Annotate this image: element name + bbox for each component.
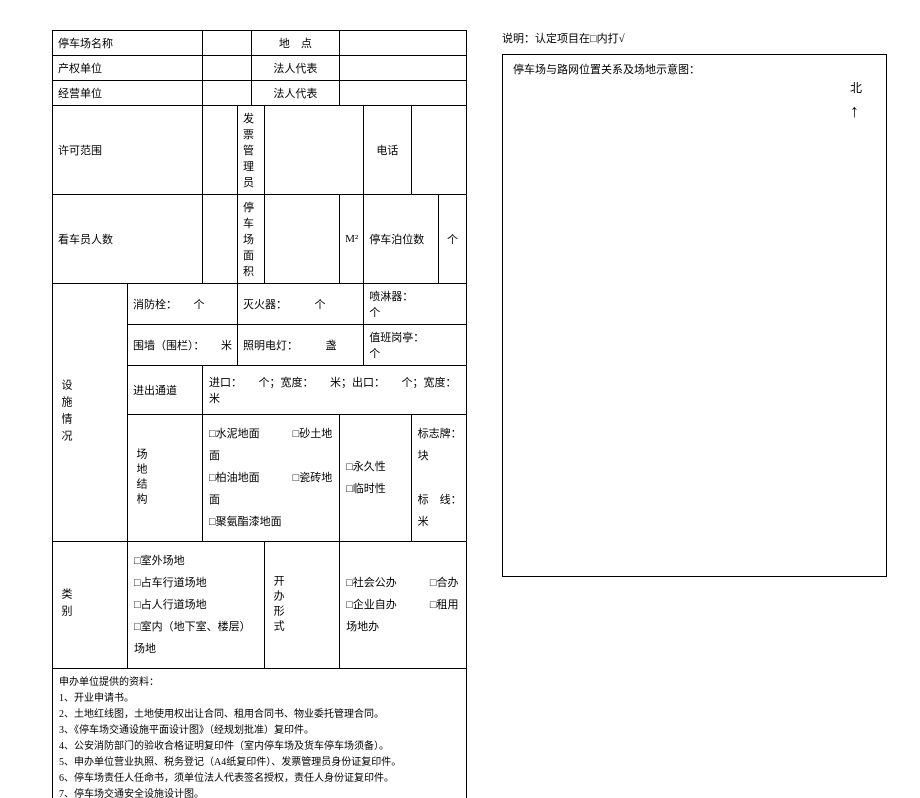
diagram-box: 停车场与路网位置关系及场地示意图： 北 ↑ — [502, 54, 887, 577]
field-area[interactable] — [265, 195, 340, 284]
opentype-options[interactable]: □社会公办 □合办 □企业自办 □租用场地办 — [340, 542, 467, 669]
material-item: 3、《停车场交通设施平面设计图》（经规划批准）复印件。 — [59, 723, 460, 738]
label-lighting: 照明电灯： 盏 — [238, 325, 364, 366]
label-legalrep2: 法人代表 — [251, 81, 340, 106]
label-invoicemgr: 发票管理员 — [238, 106, 265, 195]
field-invoicemgr[interactable] — [265, 106, 364, 195]
materials-title: 申办单位提供的资料： — [59, 675, 460, 690]
label-staffcount: 看车员人数 — [53, 195, 203, 284]
label-passage: 进出通道 — [128, 366, 203, 415]
label-berthsunit: 个 — [439, 195, 467, 284]
field-scope[interactable] — [203, 106, 238, 195]
field-staffcount[interactable] — [203, 195, 238, 284]
label-area: 停车场面积 — [238, 195, 265, 284]
field-legalrep[interactable] — [340, 56, 467, 81]
material-item: 1、开业申请书。 — [59, 691, 460, 706]
materials-section: 申办单位提供的资料： 1、开业申请书。 2、土地红线图，土地使用权出让合同、租用… — [52, 669, 467, 798]
surface-options[interactable]: □水泥地面 □砂土地面 □柏油地面 □瓷砖地面 □聚氨酯漆地面 — [203, 415, 340, 542]
material-item: 5、申办单位营业执照、税务登记（A4纸复印件）、发票管理员身份证复印件。 — [59, 755, 460, 770]
label-booth: 值班岗亭： 个 — [364, 325, 467, 366]
label-operator: 经营单位 — [53, 81, 203, 106]
label-category: 类别 — [53, 542, 128, 669]
diagram-title: 停车场与路网位置关系及场地示意图： — [513, 61, 876, 77]
sign-line: 标志牌： 块 标 线： 米 — [411, 415, 466, 542]
field-owner[interactable] — [203, 56, 252, 81]
label-opentype: 开办形式 — [265, 542, 340, 669]
category-options[interactable]: □室外场地 □占车行道场地 □占人行道场地 □室内（地下室、楼层）场地 — [128, 542, 265, 669]
label-passagedetail: 进口： 个；宽度： 米；出口： 个；宽度： 米 — [203, 366, 467, 415]
field-phone[interactable] — [411, 106, 466, 195]
label-owner: 产权单位 — [53, 56, 203, 81]
material-item: 4、公安消防部门的验收合格证明复印件（室内停车场及货车停车场须备）。 — [59, 739, 460, 754]
label-name: 停车场名称 — [53, 31, 203, 56]
label-location: 地 点 — [251, 31, 340, 56]
label-facilities: 设施情况 — [53, 284, 128, 542]
field-operator[interactable] — [203, 81, 252, 106]
label-phone: 电话 — [364, 106, 411, 195]
material-item: 2、土地红线图，土地使用权出让合同、租用合同书、物业委托管理合同。 — [59, 707, 460, 722]
label-surface: 场地结构 — [128, 415, 203, 542]
material-item: 7、停车场交通安全设施设计图。 — [59, 787, 460, 798]
label-scope: 许可范围 — [53, 106, 203, 195]
label-legalrep: 法人代表 — [251, 56, 340, 81]
material-item: 6、停车场责任人任命书，须单位法人代表签名授权，责任人身份证复印件。 — [59, 771, 460, 786]
label-fence: 围墙（围栏）： 米 — [128, 325, 238, 366]
field-name[interactable] — [203, 31, 252, 56]
north-arrow-icon: ↑ — [850, 101, 859, 122]
field-location[interactable] — [340, 31, 467, 56]
label-berths: 停车泊位数 — [364, 195, 439, 284]
label-hydrant: 消防栓： 个 — [128, 284, 238, 325]
instruction-text: 说明：认定项目在□内打√ — [502, 30, 887, 46]
label-extinguisher: 灭火器： 个 — [238, 284, 364, 325]
field-legalrep2[interactable] — [340, 81, 467, 106]
label-areaunit: M² — [340, 195, 364, 284]
duration-options[interactable]: □永久性 □临时性 — [340, 415, 411, 542]
label-sprinkler: 喷淋器： 个 — [364, 284, 467, 325]
north-label: 北 — [850, 79, 862, 96]
